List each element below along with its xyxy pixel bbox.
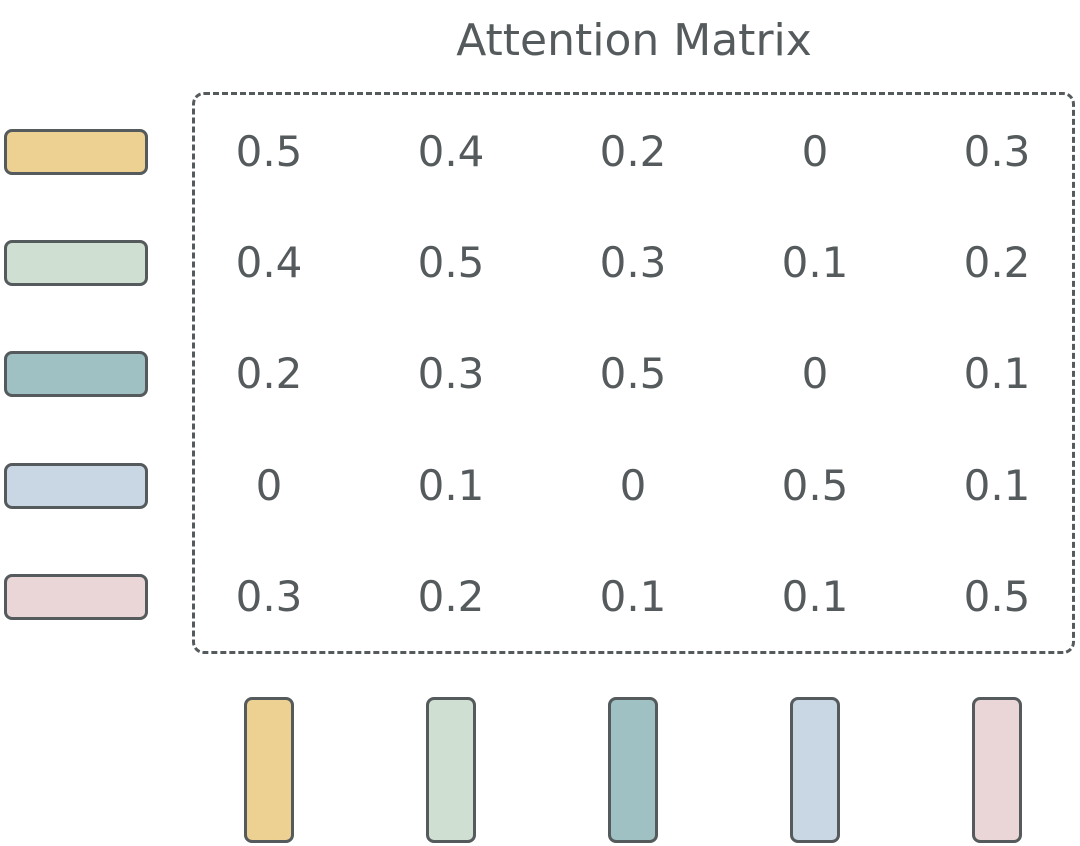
row-token-3-bar (4, 351, 148, 397)
matrix-cell: 0.2 (599, 127, 667, 176)
matrix-cell: 0.3 (963, 127, 1031, 176)
matrix-cell: 0.5 (599, 349, 667, 398)
column-token-1-bar (244, 697, 294, 843)
matrix-cell: 0.4 (235, 238, 303, 287)
matrix-cell: 0.5 (781, 461, 849, 510)
attention-matrix-box (192, 92, 1075, 654)
row-token-5-bar (4, 574, 148, 620)
column-token-5-bar (972, 697, 1022, 843)
matrix-cell: 0.1 (599, 572, 667, 621)
matrix-cell: 0.3 (235, 572, 303, 621)
column-token-3-bar (608, 697, 658, 843)
matrix-cell: 0.1 (417, 461, 485, 510)
matrix-cell: 0.2 (963, 238, 1031, 287)
matrix-cell: 0 (801, 127, 829, 176)
matrix-cell: 0.2 (417, 572, 485, 621)
matrix-cell: 0.1 (963, 461, 1031, 510)
matrix-cell: 0 (801, 349, 829, 398)
row-token-1-bar (4, 129, 148, 175)
matrix-cell: 0.1 (781, 238, 849, 287)
row-token-4-bar (4, 463, 148, 509)
matrix-cell: 0.1 (963, 349, 1031, 398)
matrix-cell: 0.4 (417, 127, 485, 176)
column-token-4-bar (790, 697, 840, 843)
matrix-cell: 0.5 (417, 238, 485, 287)
matrix-cell: 0 (619, 461, 647, 510)
row-token-2-bar (4, 240, 148, 286)
matrix-cell: 0.3 (417, 349, 485, 398)
column-token-2-bar (426, 697, 476, 843)
matrix-cell: 0.5 (235, 127, 303, 176)
matrix-cell: 0 (255, 461, 283, 510)
matrix-cell: 0.2 (235, 349, 303, 398)
diagram-title: Attention Matrix (456, 15, 812, 66)
matrix-cell: 0.5 (963, 572, 1031, 621)
matrix-cell: 0.3 (599, 238, 667, 287)
matrix-cell: 0.1 (781, 572, 849, 621)
